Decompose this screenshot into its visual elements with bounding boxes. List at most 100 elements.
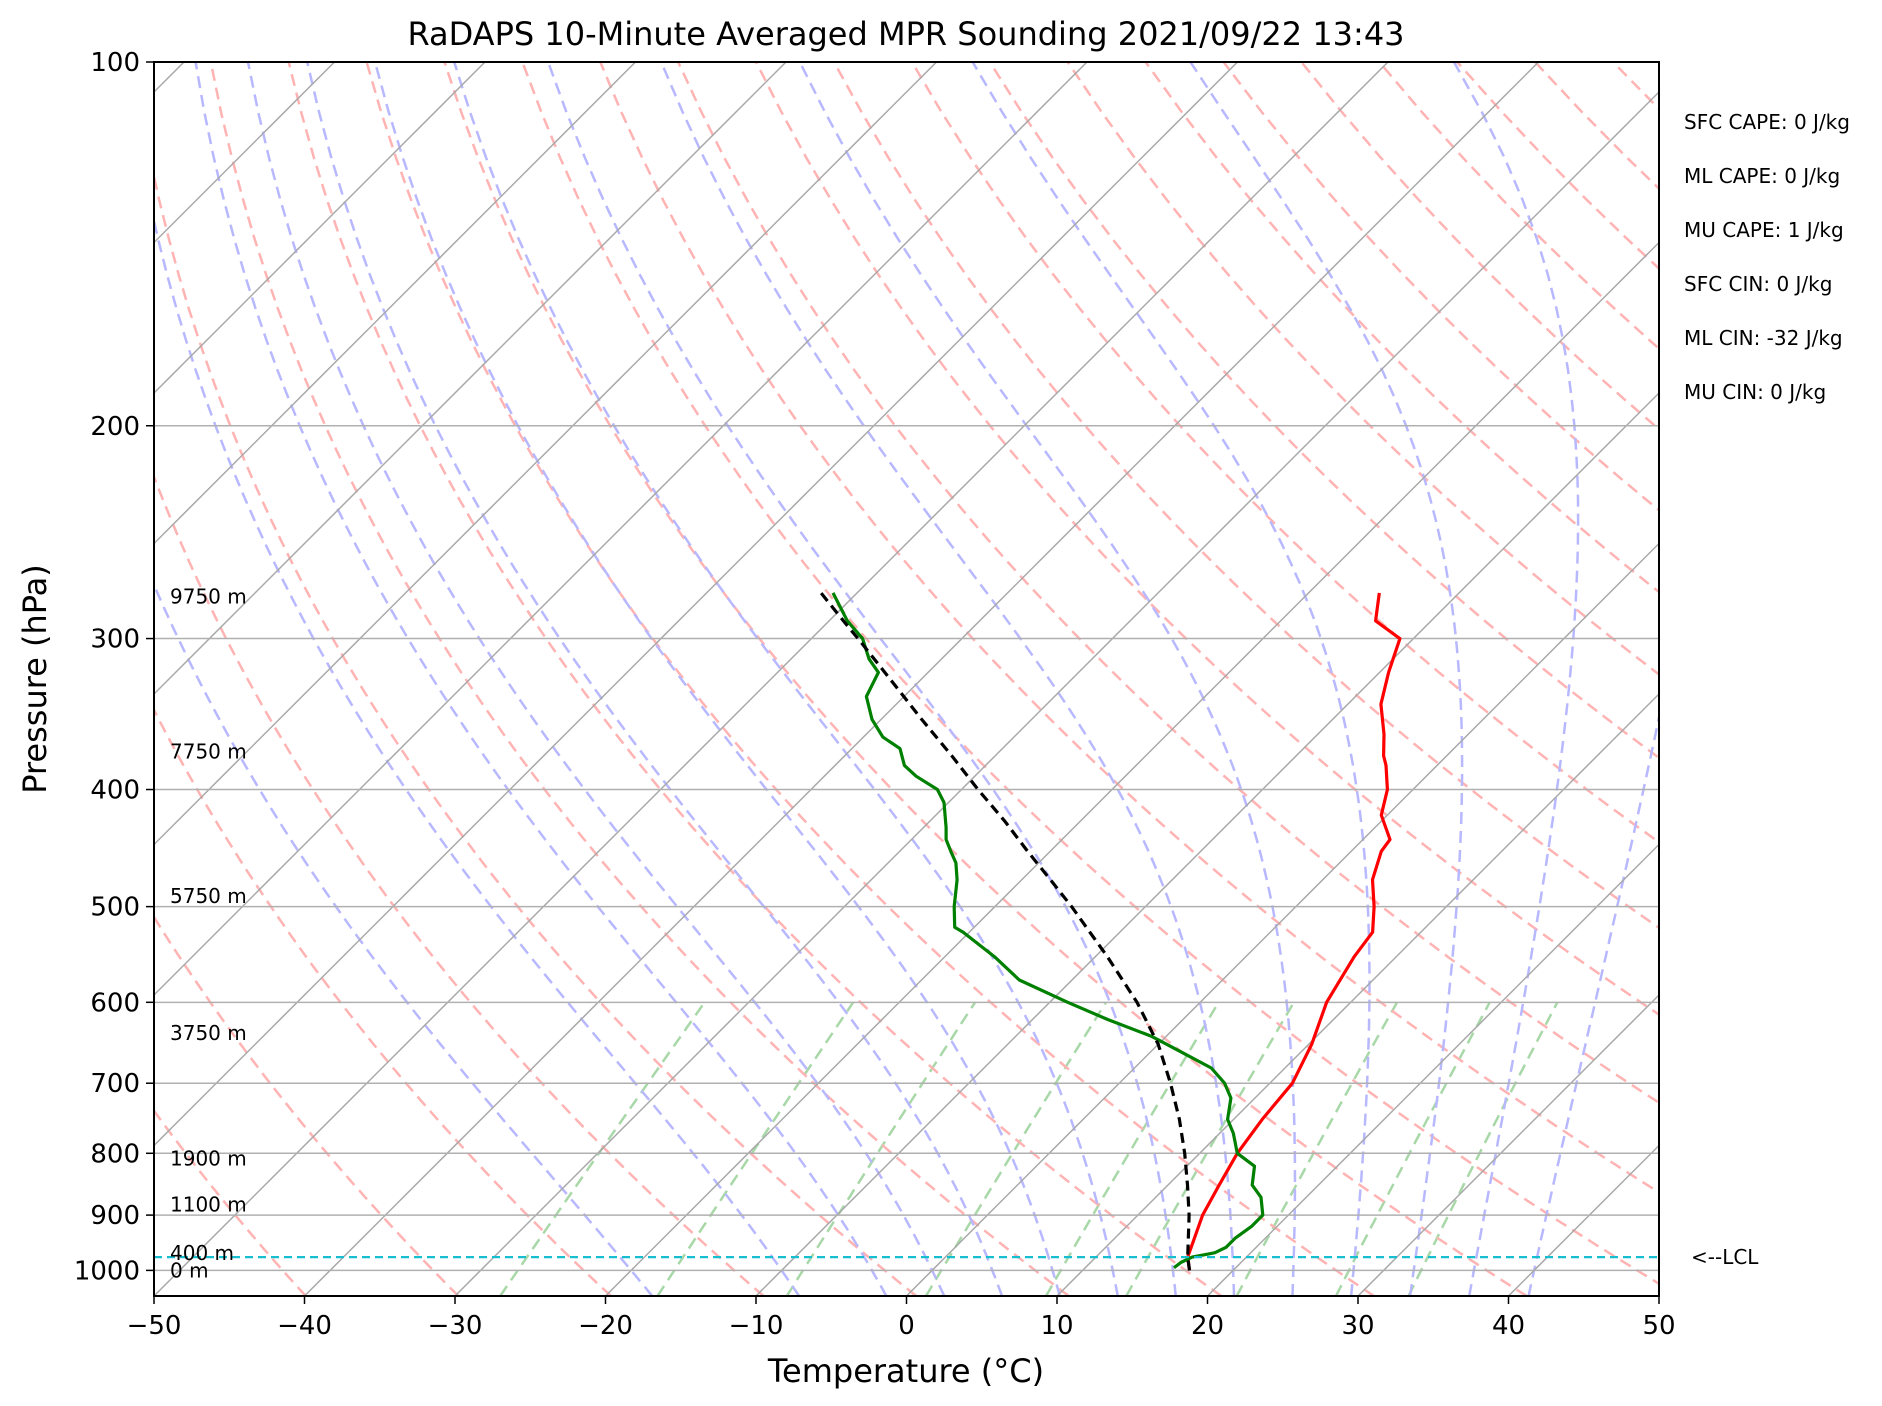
moist-adiabat-line (453, 62, 1119, 1296)
dry-adiabat-line (910, 62, 1659, 844)
dry-adiabat-line (1456, 62, 1659, 271)
height-label: 1100 m (170, 1192, 247, 1216)
y-tick-label: 900 (90, 1201, 140, 1231)
isotherm-line (1056, 692, 1659, 1296)
isotherm-line (1206, 843, 1659, 1296)
isotherm-line (154, 62, 1239, 1147)
dry-adiabat-line (1691, 62, 1882, 1296)
isotherm-line (154, 62, 637, 545)
height-label: 0 m (170, 1258, 209, 1282)
y-tick-label: 400 (90, 776, 140, 806)
height-label: 1900 m (170, 1147, 247, 1171)
x-axis-label: Temperature (°C) (767, 1352, 1044, 1390)
dry-adiabat-line (1378, 62, 1659, 351)
y-axis-label: Pressure (hPa) (16, 564, 54, 794)
dry-adiabat-line (1222, 62, 1659, 512)
x-tick-label: 40 (1492, 1311, 1525, 1341)
x-tick-label: 10 (1040, 1311, 1073, 1341)
y-tick-label: 300 (90, 625, 140, 655)
mixing-ratio-line (924, 1001, 1107, 1296)
moist-adiabat-line (373, 62, 1062, 1296)
dry-adiabat-line (832, 62, 1659, 930)
x-tick-label: −10 (729, 1311, 784, 1341)
dry-adiabat-line (154, 914, 460, 1296)
mixing-ratio-line (1044, 1001, 1220, 1296)
isotherm-line (454, 90, 1659, 1296)
mixing-ratio-line (499, 1001, 706, 1296)
y-axis-ticks: 100 200 300 400 500 600 700 800 900 1000 (74, 48, 154, 1286)
x-tick-label: 50 (1642, 1311, 1675, 1341)
mixing-ratio-line (1235, 1001, 1399, 1296)
moist-adiabat-line (246, 62, 946, 1296)
dry-adiabat-line (521, 62, 1659, 1286)
height-label: 9750 m (170, 585, 247, 609)
lcl-group: <--LCL (154, 1245, 1759, 1269)
moist-adiabat-line (1452, 62, 1580, 1296)
moist-adiabat-line (305, 62, 1004, 1296)
mixing-ratio-line (785, 1001, 977, 1296)
y-tick-label: 800 (90, 1139, 140, 1169)
x-tick-label: −50 (127, 1311, 182, 1341)
mixing-ratio-line (1407, 1001, 1559, 1296)
dry-adiabat-line (209, 62, 1070, 1296)
isotherm-line (154, 62, 1389, 1296)
isotherm-line (154, 62, 787, 696)
y-tick-label: 600 (90, 988, 140, 1018)
dry-adiabat-line (287, 62, 1223, 1296)
height-label: 5750 m (170, 884, 247, 908)
x-tick-label: 30 (1341, 1311, 1374, 1341)
dry-adiabat-line (1066, 62, 1659, 677)
parcel-profile-line (819, 591, 1192, 1271)
height-label: 7750 m (170, 739, 247, 763)
stat-label: SFC CIN: 0 J/kg (1684, 272, 1832, 296)
y-tick-label: 200 (90, 412, 140, 442)
y-tick-label: 700 (90, 1069, 140, 1099)
isotherm-line (1507, 1144, 1659, 1296)
isotherm-line (755, 391, 1659, 1296)
dry-adiabat-line (154, 473, 765, 1296)
lcl-label: <--LCL (1691, 1245, 1759, 1269)
dry-adiabat-line (1534, 62, 1659, 191)
moist-adiabat-line (154, 215, 801, 1296)
x-tick-label: −40 (277, 1311, 332, 1341)
isotherm-line (154, 62, 1088, 997)
height-label: 3750 m (170, 1021, 247, 1045)
stat-label: ML CIN: -32 J/kg (1684, 326, 1843, 350)
dry-adiabat-line (365, 62, 1375, 1296)
x-tick-label: 0 (898, 1311, 915, 1341)
x-tick-label: −30 (428, 1311, 483, 1341)
isotherm-line (905, 542, 1659, 1296)
stat-label: ML CAPE: 0 J/kg (1684, 164, 1840, 188)
x-tick-label: −20 (578, 1311, 633, 1341)
moist-adiabat-line (546, 62, 1178, 1296)
moist-adiabat-line (1527, 711, 1659, 1296)
isotherm-line (154, 62, 486, 395)
stat-label: MU CIN: 0 J/kg (1684, 380, 1826, 404)
stat-label: MU CAPE: 1 J/kg (1684, 218, 1844, 242)
sounding-traces (819, 591, 1402, 1271)
x-axis-ticks: −50 −40 −30 −20 −10 0 10 20 30 40 50 (127, 1296, 1676, 1341)
dry-adiabat-line (154, 170, 917, 1296)
mixing-ratio-line (1334, 1001, 1491, 1296)
y-tick-label: 100 (90, 48, 140, 78)
stat-label: SFC CAPE: 0 J/kg (1684, 110, 1850, 134)
mixing-ratio-line (656, 1001, 855, 1296)
plot-frame (153, 61, 1660, 1297)
dry-adiabat-line (154, 707, 612, 1296)
isotherm-line (303, 62, 1540, 1296)
isotherm-line (1357, 993, 1659, 1296)
x-tick-label: 20 (1191, 1311, 1224, 1341)
dry-adiabat-line (599, 62, 1659, 1194)
dry-adiabat-line (754, 62, 1659, 1017)
stability-indices: SFC CAPE: 0 J/kg ML CAPE: 0 J/kg MU CAPE: … (1684, 110, 1850, 404)
y-tick-label: 1000 (74, 1256, 140, 1286)
background-lines (154, 62, 1882, 1296)
isotherm-line (1658, 1294, 1659, 1296)
dewpoint-line (831, 592, 1265, 1270)
dry-adiabat-line (677, 62, 1659, 1105)
isotherm-line (604, 241, 1659, 1296)
chart-title: RaDAPS 10-Minute Averaged MPR Sounding 2… (407, 15, 1404, 53)
isotherm-line (154, 62, 938, 846)
